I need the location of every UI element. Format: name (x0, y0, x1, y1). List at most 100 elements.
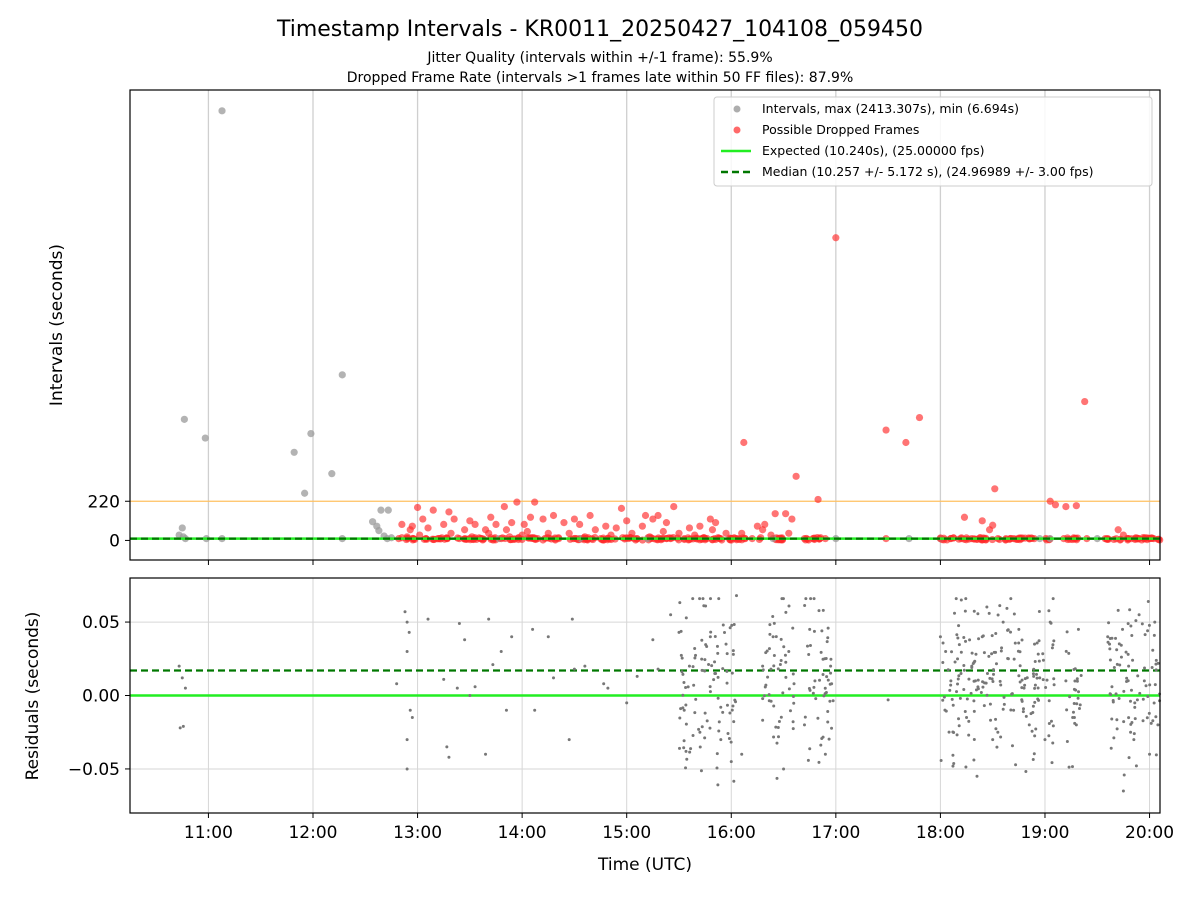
residual-point (958, 696, 962, 700)
residual-point (972, 758, 976, 762)
residual-point (717, 720, 721, 724)
residual-point (1035, 676, 1039, 680)
dropped-frame-point (1081, 397, 1089, 406)
residual-point (710, 664, 714, 668)
residual-point (701, 597, 705, 601)
dropped-frame-point (915, 413, 924, 422)
residual-point (827, 737, 831, 741)
residual-point (831, 699, 835, 703)
residual-point (1047, 734, 1051, 738)
residual-point (772, 621, 776, 625)
residual-point (962, 687, 966, 691)
residual-point (1033, 700, 1037, 704)
intervals-points (130, 107, 1164, 544)
residuals-y-tick-label: 0.05 (82, 613, 120, 633)
residual-point (1119, 655, 1123, 659)
residual-point (504, 708, 508, 712)
residual-point (688, 750, 692, 754)
residual-point (967, 677, 971, 681)
residual-point (994, 662, 998, 666)
residuals-x-tick-label: 17:00 (811, 823, 860, 843)
residual-point (1153, 683, 1157, 687)
residual-point (957, 717, 961, 721)
residual-point (1001, 620, 1005, 624)
residual-point (772, 704, 776, 708)
dropped-frame-point (416, 531, 424, 539)
residual-point (772, 735, 776, 739)
residual-point (457, 622, 461, 626)
residual-point (1006, 657, 1010, 661)
residual-point (782, 645, 786, 649)
residual-point (1020, 638, 1024, 642)
residual-point (732, 622, 736, 626)
residual-point (703, 658, 707, 662)
residual-point (764, 683, 768, 687)
residual-point (692, 683, 696, 687)
residual-point (823, 686, 827, 690)
residual-point (951, 764, 955, 768)
residual-point (781, 691, 785, 695)
residual-point (981, 685, 985, 689)
residual-point (829, 664, 833, 668)
residual-point (999, 735, 1003, 739)
residual-point (468, 694, 472, 697)
chart-subtitle-2: Dropped Frame Rate (intervals >1 frames … (347, 70, 854, 86)
residual-point (782, 767, 786, 771)
residual-point (684, 685, 688, 689)
residual-point (721, 667, 725, 671)
residual-point (1032, 674, 1036, 678)
residual-point (1122, 773, 1126, 777)
residual-point (761, 664, 765, 668)
residual-point (1014, 763, 1018, 767)
residual-point (1135, 698, 1139, 702)
residual-point (723, 631, 727, 635)
residual-point (684, 703, 688, 707)
residual-point (1147, 623, 1151, 627)
residual-point (680, 670, 684, 674)
residual-point (1145, 716, 1149, 720)
dropped-frame-point (539, 515, 547, 523)
residual-point (1052, 683, 1056, 687)
dropped-frame-point (492, 520, 500, 528)
residual-point (1021, 707, 1025, 711)
residual-point (1142, 679, 1146, 683)
residual-point (1072, 716, 1076, 720)
residual-point (725, 681, 729, 685)
residual-point (985, 671, 989, 675)
residual-point (1078, 703, 1082, 707)
residual-point (992, 650, 996, 654)
dropped-frame-point (502, 526, 511, 534)
residual-point (1129, 688, 1133, 692)
residual-point (1033, 734, 1037, 738)
residual-point (716, 783, 720, 787)
residual-point (772, 664, 776, 668)
residual-point (1068, 695, 1072, 699)
residual-point (812, 685, 816, 689)
residual-point (685, 757, 689, 761)
residual-point (941, 698, 945, 702)
residual-point (1067, 651, 1071, 655)
dropped-frame-point (989, 521, 997, 529)
residual-point (806, 758, 810, 762)
residual-point (1110, 685, 1114, 689)
residual-point (1031, 711, 1035, 715)
residuals-ylabel: Residuals (seconds) (23, 612, 43, 781)
residual-point (818, 678, 822, 682)
residuals-x-tick-label: 13:00 (393, 823, 442, 843)
residual-point (1128, 608, 1132, 612)
residual-point (1121, 627, 1125, 631)
residual-point (1047, 609, 1051, 613)
residual-point (1041, 652, 1045, 656)
dropped-frame-point (518, 531, 526, 539)
residual-point (442, 677, 446, 681)
residual-point (972, 609, 976, 613)
residual-point (1052, 677, 1056, 681)
residual-point (1124, 650, 1128, 654)
residual-point (1133, 717, 1137, 721)
residual-point (725, 669, 729, 673)
residual-point (976, 612, 980, 616)
residual-point (813, 679, 817, 683)
residual-point (1106, 640, 1110, 644)
residual-point (1050, 646, 1054, 650)
residual-point (395, 682, 399, 686)
